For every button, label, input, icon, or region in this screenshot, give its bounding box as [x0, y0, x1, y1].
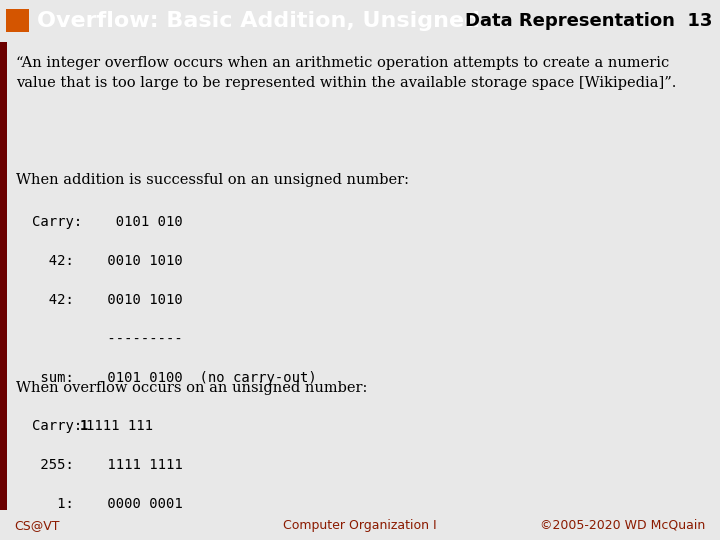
- Text: CS@VT: CS@VT: [14, 518, 60, 532]
- Text: ©2005-2020 WD McQuain: ©2005-2020 WD McQuain: [540, 518, 706, 532]
- Text: When addition is successful on an unsigned number:: When addition is successful on an unsign…: [16, 173, 409, 187]
- Text: sum:    0101 0100  (no carry-out): sum: 0101 0100 (no carry-out): [32, 370, 317, 384]
- Text: 1111 111: 1111 111: [86, 419, 153, 433]
- FancyBboxPatch shape: [0, 42, 7, 510]
- Text: Carry:    0101 010: Carry: 0101 010: [32, 215, 183, 229]
- Text: 42:    0010 1010: 42: 0010 1010: [32, 293, 183, 307]
- Text: 1:    0000 0001: 1: 0000 0001: [32, 497, 183, 511]
- Text: Carry:: Carry:: [32, 419, 91, 433]
- Text: 1: 1: [79, 419, 88, 433]
- FancyBboxPatch shape: [6, 9, 29, 32]
- Text: Data Representation  13: Data Representation 13: [465, 12, 713, 30]
- Text: ---------: ---------: [32, 536, 183, 540]
- Text: 255:    1111 1111: 255: 1111 1111: [32, 458, 183, 472]
- Text: “An integer overflow occurs when an arithmetic operation attempts to create a nu: “An integer overflow occurs when an arit…: [16, 56, 676, 90]
- Text: When overflow occurs on an unsigned number:: When overflow occurs on an unsigned numb…: [16, 381, 367, 395]
- Text: Overflow: Basic Addition, Unsigned: Overflow: Basic Addition, Unsigned: [37, 11, 480, 31]
- Text: ---------: ---------: [32, 332, 183, 346]
- Text: Computer Organization I: Computer Organization I: [283, 518, 437, 532]
- Text: 42:    0010 1010: 42: 0010 1010: [32, 254, 183, 268]
